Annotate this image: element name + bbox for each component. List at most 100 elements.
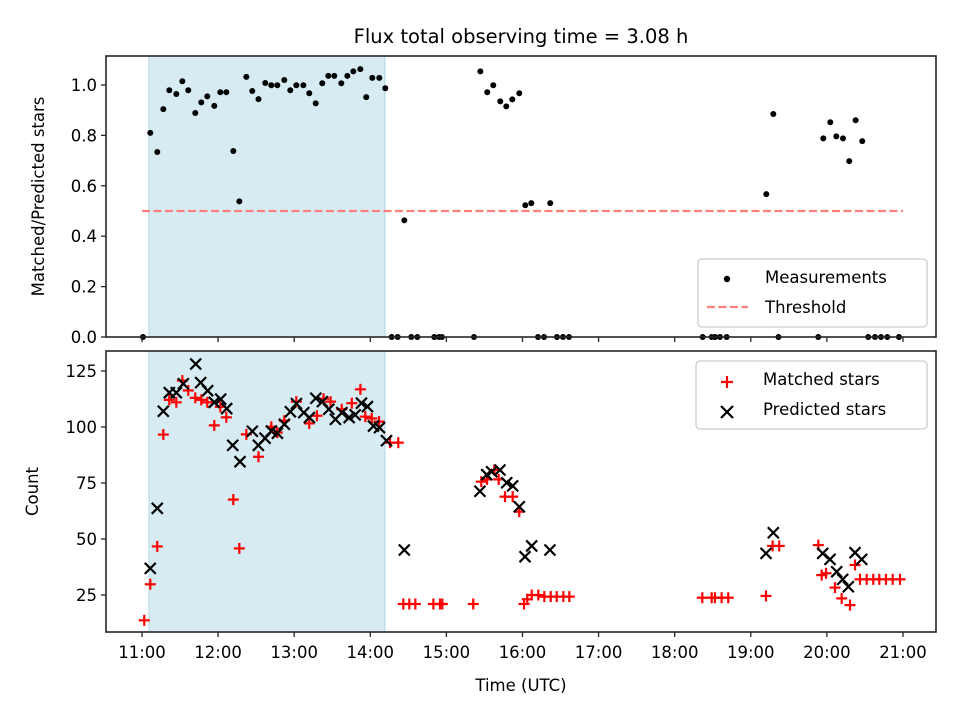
matched-star-point [760,590,772,602]
measurement-point [331,72,338,79]
x-stroke-b [271,426,284,440]
x-stroke-b [265,424,278,438]
predicted-star-point [278,417,291,431]
predicted-star-point [208,396,221,409]
predicted-star-point [836,573,849,586]
predicted-star-point [759,547,773,560]
measurement-point [255,96,262,103]
x-stroke-b [246,424,259,438]
measurement-point [338,80,345,87]
measurement-point [497,98,504,105]
predicted-star-point [398,543,411,557]
measurement-point [827,119,834,126]
measurement-point [312,100,319,107]
x-axis-label: Time (UTC) [474,676,566,695]
predicted-star-point [271,426,284,440]
legend-matched-marker [721,376,733,388]
measurement-point [179,78,186,85]
x-stroke-b [823,553,837,566]
count-axes: 25 50 75 100 125 11:00 12:00 13:00 14:00 15:00 16… [23,350,937,695]
legend-measurements-marker [723,275,731,283]
y-tick-label: 0.0 [71,328,97,347]
x-stroke-b [485,465,498,479]
x-stroke-b [473,484,487,498]
y-tick-label: 100 [66,418,98,437]
measurement-point [503,103,510,110]
x-stroke-b [759,547,773,560]
predicted-star-point [380,434,393,447]
axes-frame-bottom [105,350,937,633]
x-stroke-b [177,377,190,390]
y-tick-label: 25 [76,586,97,605]
matched-star-point [563,591,575,603]
x-stroke-b [506,479,519,493]
measurement-point [547,200,554,207]
matched-star-point [233,542,245,554]
predicted-star-point [303,411,316,424]
matched-star-point [189,392,201,404]
matched-star-point [696,592,708,604]
measurement-point [376,74,383,81]
observing-span-layer [148,55,386,338]
measurement-point [236,198,243,205]
predicted-star-point [355,396,368,410]
x-stroke-b [201,384,214,397]
measurement-point [763,191,770,198]
matched-star-point [325,396,337,408]
x-stroke-b [836,573,849,586]
measurement-point [293,82,300,89]
measurement-point [528,200,535,207]
x-stroke-b [848,546,862,559]
x-stroke-b [226,439,239,452]
matched-star-point [220,411,232,423]
legend-threshold-label: Threshold [764,298,846,317]
measurement-point [484,89,491,96]
measurement-point [217,89,224,96]
x-stroke-b [380,434,393,447]
predicted-star-point [823,553,837,566]
matched-star-point [253,451,265,463]
matched-star-point [346,397,358,409]
x-stroke-b [316,395,329,408]
predicted-star-point [361,400,374,413]
matched-star-point [409,598,421,610]
measurements-layer [139,66,902,340]
matched-star-point [820,567,832,579]
measurement-point [840,135,847,142]
predicted-star-point [201,384,214,397]
predicted-star-point [513,500,526,514]
measurement-point [300,82,307,89]
predicted-star-point [189,357,202,371]
x-stroke-b [170,386,183,399]
x-stroke-b [309,392,323,405]
predicted-star-point [506,479,519,493]
y-tick-label: 125 [66,362,98,381]
legend-measurements-label: Measurements [765,268,887,287]
x-stroke-b [194,376,207,389]
measurement-point [166,87,173,94]
predicted-star-point [151,502,164,515]
y-tick-label: 1.0 [71,76,97,95]
matched-star-point [170,396,182,408]
chart-title: Flux total observing time = 3.08 h [354,25,689,48]
x-stroke-b [214,392,227,406]
predicted-star-point [157,405,170,418]
observing-span [148,55,386,338]
x-stroke-b [322,402,336,416]
x-tick-label: 18:00 [651,643,699,662]
predicted-star-point [842,580,855,594]
x-stroke-b [373,421,386,434]
y-tick-label: 0.2 [71,278,97,297]
x-tick-label: 19:00 [727,643,775,662]
predicted-star-point [220,402,233,415]
y-tick-label: 0.4 [71,227,97,246]
x-ticks-bottom: 11:00 12:00 13:00 14:00 15:00 16:00 17:00 18:00… [118,632,927,662]
measurement-point [509,96,516,103]
predicted-star-point [855,553,869,566]
x-stroke-b [303,411,316,424]
matched-star-point [163,394,175,406]
predicted-star-point [226,439,239,452]
x-stroke-b [398,543,411,557]
